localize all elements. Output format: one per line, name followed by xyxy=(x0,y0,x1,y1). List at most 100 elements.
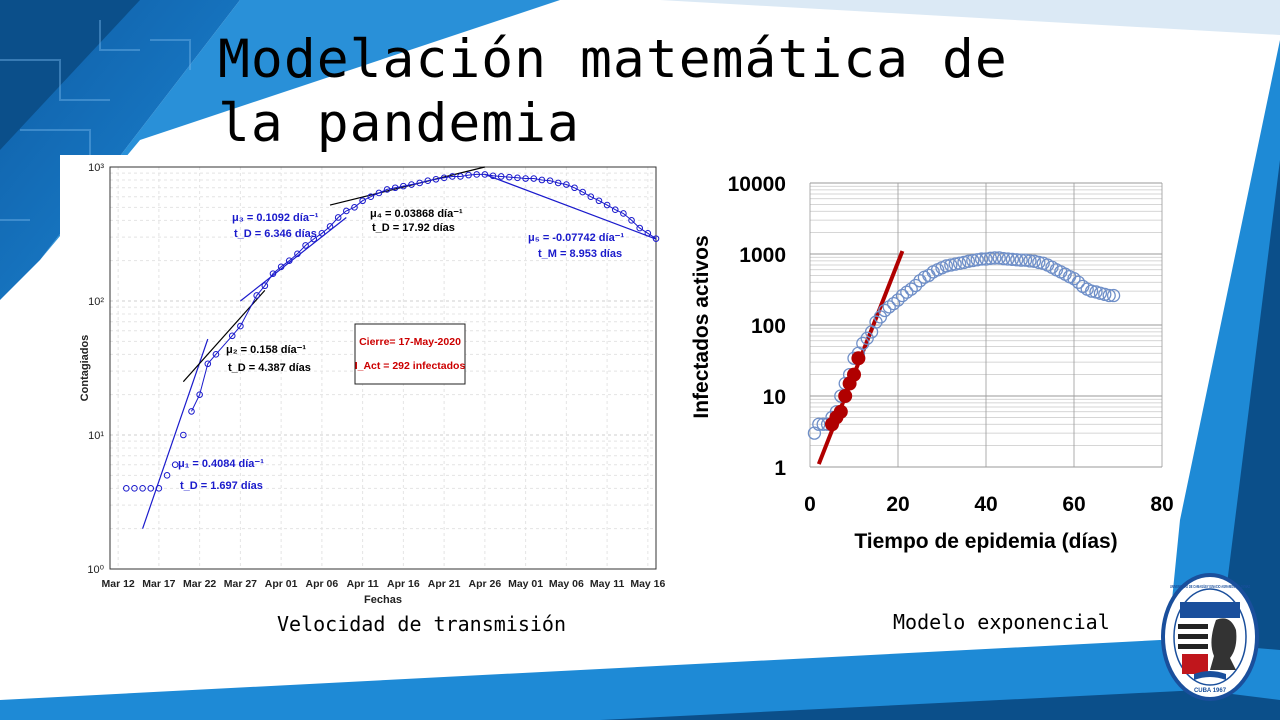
chart-1-x-tick-label: May 06 xyxy=(549,578,584,590)
chart-1-fit-line-5 xyxy=(484,173,657,240)
slide-title-line-1: Modelación matemática de xyxy=(218,29,1008,90)
right-chart-caption: Modelo exponencial xyxy=(893,610,1110,634)
chart-2-data-point xyxy=(974,252,989,266)
chart-2-x-tick-label: 80 xyxy=(1150,493,1173,516)
chart-1-data-point xyxy=(563,181,570,188)
chart-1-data-point xyxy=(506,173,513,181)
chart-2-data-point xyxy=(992,251,1006,265)
chart-2-y-tick-label: 1000 xyxy=(739,244,786,267)
chart-2-data-point xyxy=(878,303,892,318)
chart-1-data-point xyxy=(253,292,260,299)
chart-2-data-point xyxy=(996,252,1011,266)
chart-1-data-point xyxy=(620,210,627,217)
seal-portrait xyxy=(1210,618,1237,670)
chart-1-data-point xyxy=(171,461,179,469)
fit-label-4-t: t_D = 17.92 días xyxy=(372,222,455,234)
chart-1-data-point xyxy=(603,201,611,209)
chart-1-fit-line-1 xyxy=(142,338,209,529)
chart-2-x-axis-label: Tiempo de epidemia (días) xyxy=(854,530,1117,553)
chart-2-data-point xyxy=(900,285,914,299)
chart-1-data-point xyxy=(310,235,318,243)
top-right-pale-band xyxy=(560,0,1280,35)
chart-2-grid xyxy=(809,182,1163,468)
chart-1-data-point xyxy=(522,175,529,182)
chart-1-data-point xyxy=(530,175,538,182)
chart-1-data-point xyxy=(318,230,326,237)
fit-label-2-mu: μ₂ = 0.158 día⁻¹ xyxy=(226,344,306,356)
chart-1-data-point xyxy=(204,360,212,368)
chart-1-x-ticks: Mar 12 Mar 17 Mar 22 Mar 27 Apr 01 Apr 06 Apr … xyxy=(102,578,666,590)
seal-blue-band xyxy=(1180,602,1240,618)
chart-1-data-point xyxy=(400,182,407,190)
seal-book xyxy=(1194,671,1226,680)
fit-label-3-mu: μ₃ = 0.1092 día⁻¹ xyxy=(232,212,319,224)
chart-2-data-point xyxy=(895,288,910,303)
chart-1-y-tick-label: 10³ xyxy=(88,162,104,174)
chart-1-x-tick-label: Apr 26 xyxy=(469,578,502,590)
chart-1-data-point xyxy=(514,174,521,182)
chart-1-data-point xyxy=(546,177,554,185)
university-seal-logo: UNIVERSIDAD DE CAMAGÜEY IGNACIO AGRAMONT… xyxy=(1161,573,1259,701)
chart-1-y-tick-label: 10¹ xyxy=(88,430,104,442)
chart-2-data-point xyxy=(1106,288,1121,303)
chart-2-data-point xyxy=(1018,253,1033,267)
fit-label-5: μ₅ = -0.07742 día⁻¹ t_M = 8.953 días xyxy=(528,232,624,260)
chart-1-data-point xyxy=(481,171,489,178)
chart-1-fit-line-3 xyxy=(240,217,347,302)
chart-1-y-ticks: 10⁰ 10¹ 10² 10³ xyxy=(87,162,104,576)
chart-1-data-point xyxy=(497,173,505,180)
chart-1-data-point xyxy=(212,351,220,358)
chart-2-data-point xyxy=(1032,255,1046,270)
chart-2-data-point xyxy=(891,293,905,307)
chart-1-data-point xyxy=(147,485,155,492)
chart-1-data-point xyxy=(343,207,350,215)
fit-label-4: μ₄ = 0.03868 día⁻¹ t_D = 17.92 días xyxy=(370,208,463,234)
chart-2-fitted-point xyxy=(838,389,853,403)
chart-1-data-point xyxy=(440,174,448,182)
chart-2-x-tick-label: 20 xyxy=(886,493,909,516)
chart-1-fit-lines xyxy=(142,166,657,529)
fit-label-5-t: t_M = 8.953 días xyxy=(538,248,622,260)
chart-1-data-point xyxy=(571,184,578,192)
chart-2-y-tick-label: 1 xyxy=(774,457,786,480)
fit-label-2-t: t_D = 4.387 días xyxy=(228,362,311,374)
chart-1-data-point xyxy=(188,408,195,415)
chart-1-x-tick-label: Apr 16 xyxy=(387,578,420,590)
chart-1-y-tick-label: 10² xyxy=(88,296,104,308)
chart-1-plot-frame xyxy=(109,166,657,570)
closure-annotation-line-1: Cierre= 17-May-2020 xyxy=(359,336,461,348)
chart-2-data-point xyxy=(886,296,901,311)
seal-ring-text: UNIVERSIDAD DE CAMAGÜEY IGNACIO AGRAMONT… xyxy=(1170,584,1250,589)
chart-1-data-point xyxy=(269,270,277,277)
slide-title-line-2: la pandemia xyxy=(218,93,580,154)
chart-1-data-point xyxy=(155,485,163,492)
chart-1-data-point xyxy=(163,472,171,479)
chart-1-data-point xyxy=(595,197,603,205)
chart-1-data-point xyxy=(131,485,138,492)
chart-1-data-point xyxy=(408,181,415,188)
bottom-dark-band xyxy=(0,690,1280,720)
chart-2-data-point xyxy=(1001,252,1015,266)
chart-1-data-point xyxy=(432,175,440,183)
chart-1-points xyxy=(122,171,660,492)
chart-2-x-tick-label: 40 xyxy=(974,493,997,516)
chart-1-data-point xyxy=(611,206,619,214)
chart-2-y-ticks: 1 10 100 1000 10000 xyxy=(728,173,787,480)
exponential-model-chart: 0 20 40 60 80 1 10 100 1000 10000 Tiempo de epid… xyxy=(690,173,1174,553)
chart-2-data-point xyxy=(904,282,918,296)
chart-1-data-point xyxy=(334,214,342,221)
chart-1-x-tick-label: May 11 xyxy=(590,578,625,590)
chart-2-x-ticks: 0 20 40 60 80 xyxy=(804,493,1174,516)
chart-2-y-tick-label: 10000 xyxy=(728,173,786,196)
top-light-band xyxy=(40,0,560,260)
chart-1-data-point xyxy=(424,177,432,185)
chart-1-data-point xyxy=(294,250,301,258)
fit-label-2: μ₂ = 0.158 día⁻¹ t_D = 4.387 días xyxy=(226,344,311,374)
fit-label-1-t: t_D = 1.697 días xyxy=(180,480,263,492)
chart-1-data-point xyxy=(489,172,497,180)
fit-label-5-mu: μ₅ = -0.07742 día⁻¹ xyxy=(528,232,624,244)
chart-1-x-tick-label: Mar 17 xyxy=(142,578,175,590)
bottom-blue-band xyxy=(0,640,1280,720)
chart-2-data-point xyxy=(1102,288,1116,303)
chart-1-data-point xyxy=(554,179,562,187)
